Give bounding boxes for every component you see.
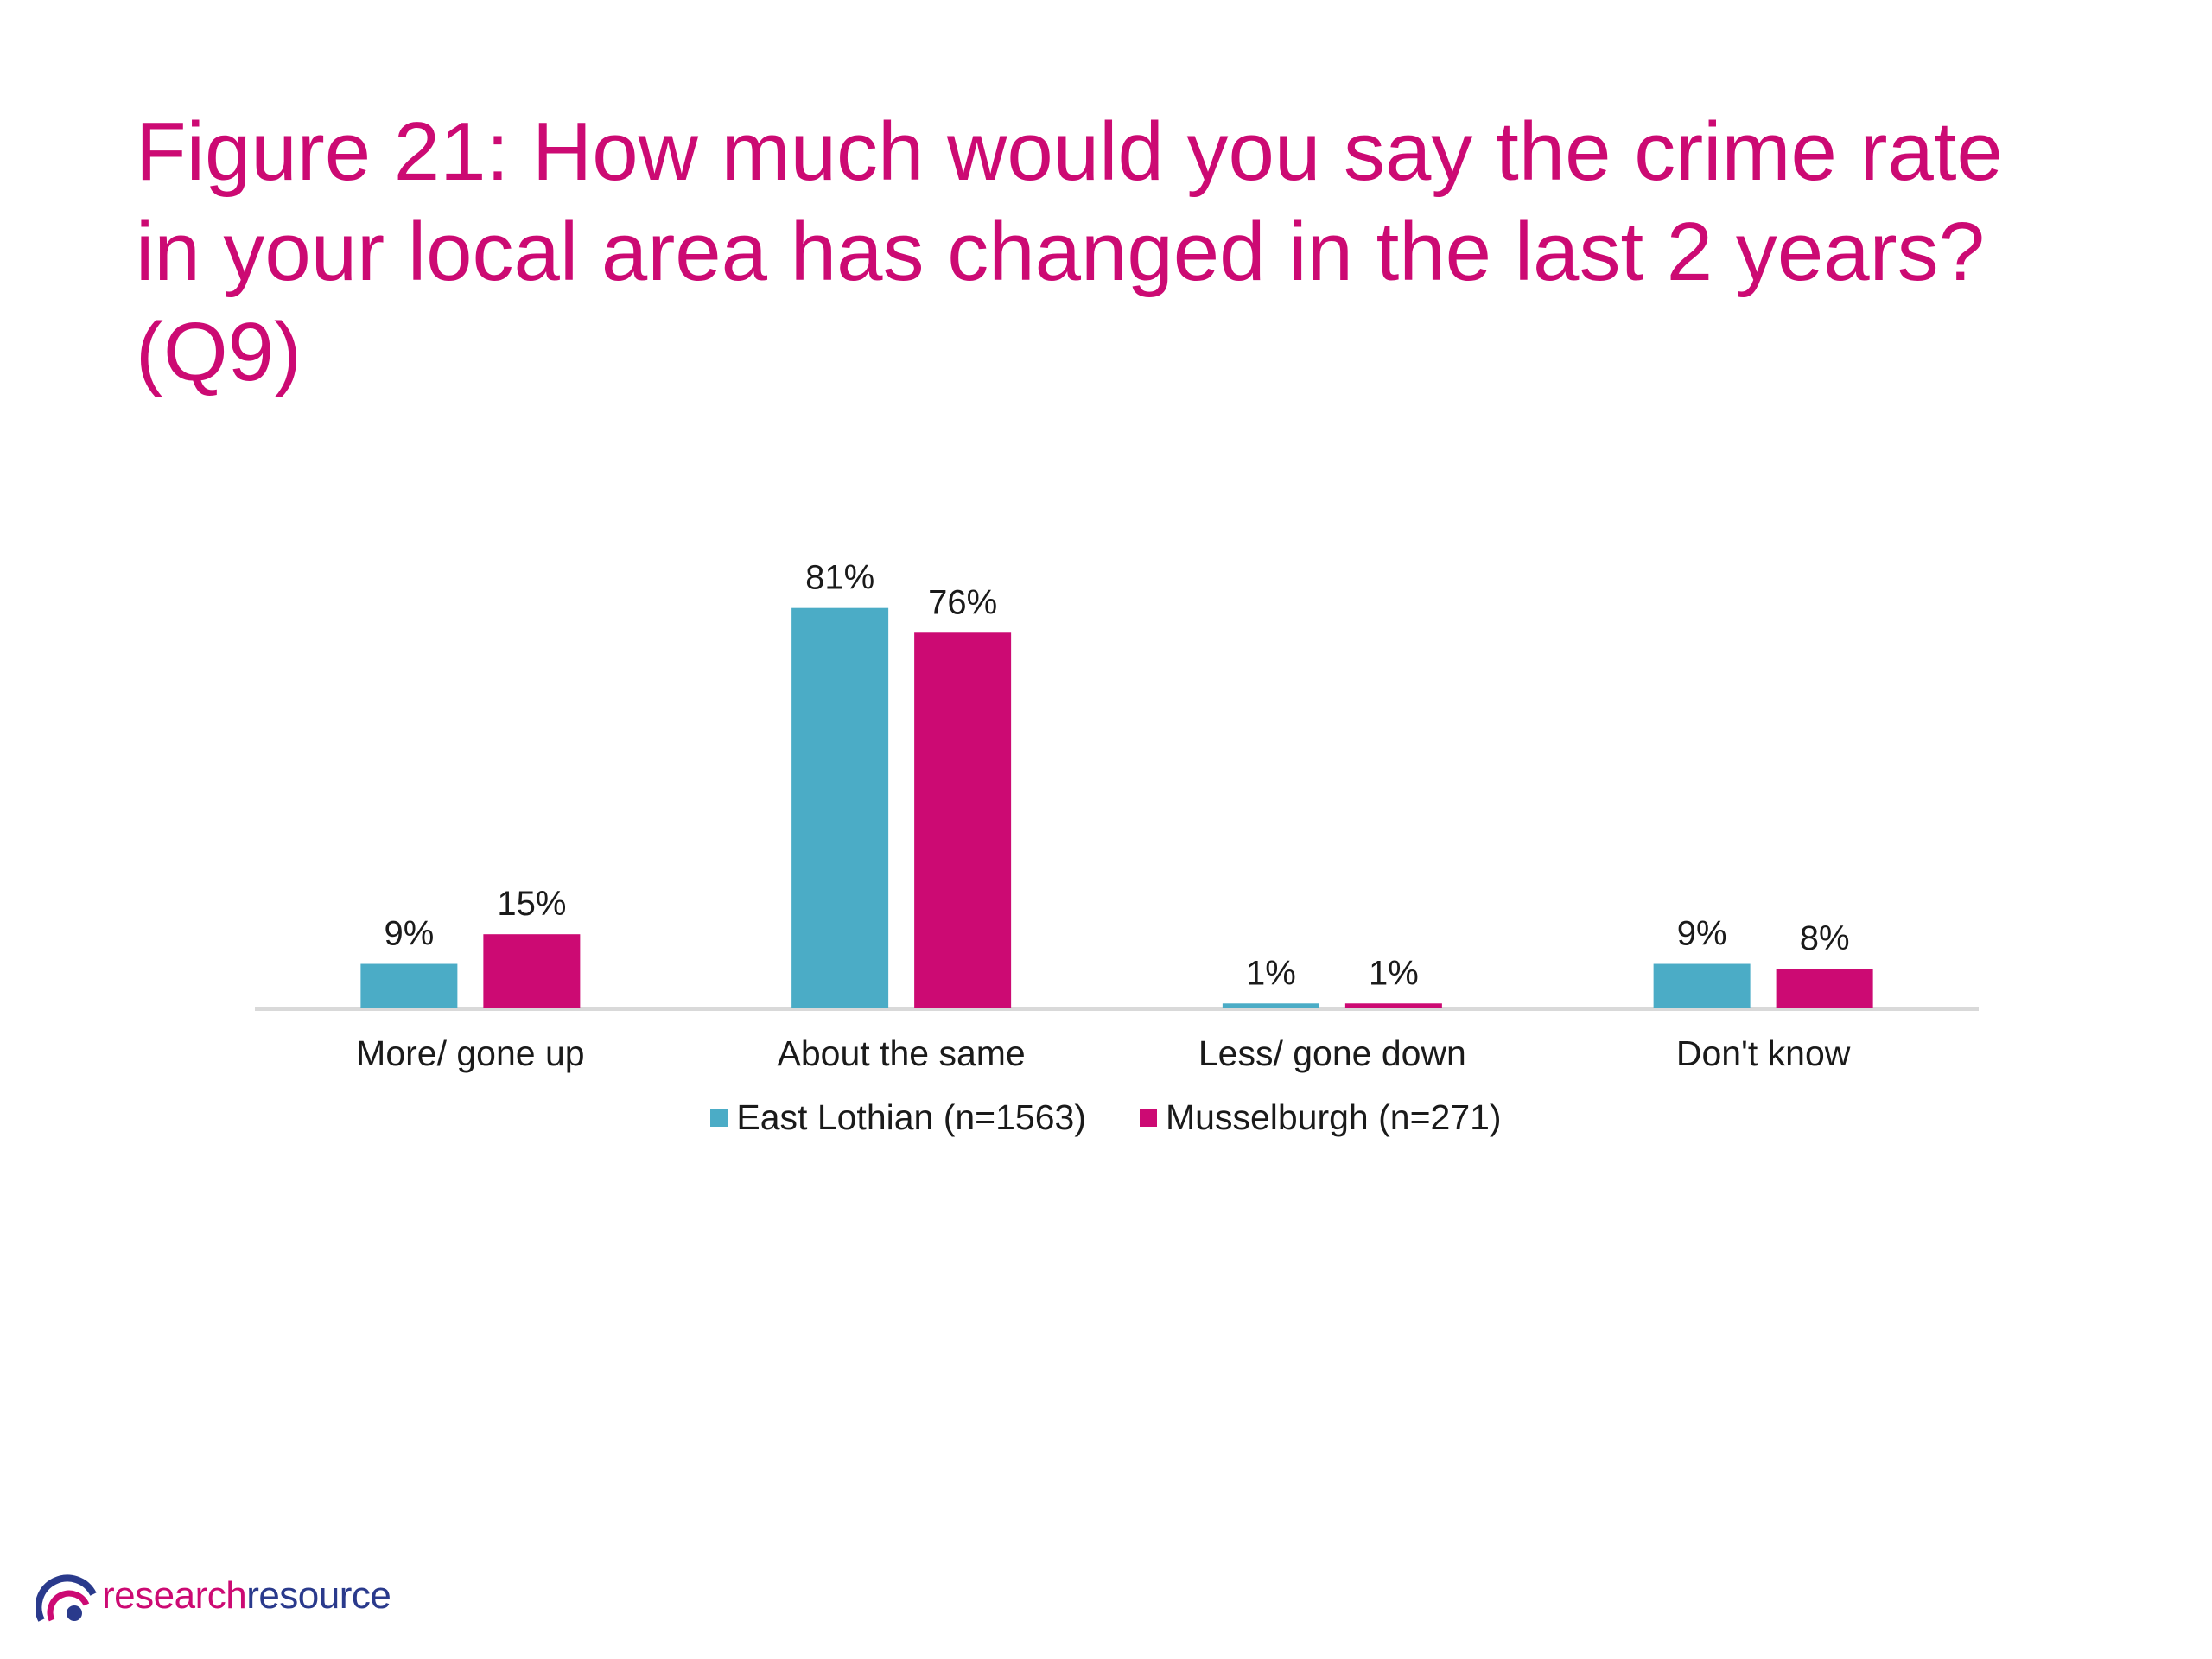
chart-title: Figure 21: How much would you say the cr…: [136, 102, 2140, 403]
bar-east-lothian-don-t-know: [1653, 963, 1751, 1008]
legend-item-musselburgh: Musselburgh (n=271): [1140, 1097, 1502, 1138]
logo-text-resource: resource: [246, 1574, 391, 1617]
logo-arcs-icon: [36, 1574, 97, 1622]
legend-swatch-east-lothian: [710, 1109, 728, 1127]
data-label-east-lothian-more-gone-up: 9%: [384, 915, 434, 953]
data-label-east-lothian-about-the-same: 81%: [805, 559, 874, 597]
chart-legend: East Lothian (n=1563) Musselburgh (n=271…: [0, 1097, 2212, 1138]
bar-east-lothian-more-gone-up: [360, 963, 458, 1008]
bar-musselburgh-about-the-same: [914, 632, 1012, 1008]
bar-east-lothian-less-gone-down: [1222, 1003, 1319, 1008]
x-tick-label-don-t-know: Don't know: [1676, 1033, 1851, 1073]
legend-label-musselburgh: Musselburgh (n=271): [1166, 1097, 1502, 1137]
legend-label-east-lothian: East Lothian (n=1563): [736, 1097, 1086, 1137]
data-label-musselburgh-don-t-know: 8%: [1800, 919, 1850, 957]
data-label-east-lothian-less-gone-down: 1%: [1246, 954, 1296, 992]
bar-musselburgh-less-gone-down: [1344, 1003, 1442, 1008]
x-tick-label-about-the-same: About the same: [778, 1033, 1026, 1073]
data-label-musselburgh-about-the-same: 76%: [928, 583, 997, 621]
x-tick-label-less-gone-down: Less/ gone down: [1198, 1033, 1466, 1073]
bar-musselburgh-don-t-know: [1776, 969, 1873, 1008]
research-resource-logo: researchresource: [36, 1566, 391, 1626]
legend-swatch-musselburgh: [1140, 1109, 1157, 1127]
title-line-1: Figure 21: How much would you say the cr…: [136, 105, 2003, 198]
data-label-musselburgh-less-gone-down: 1%: [1369, 954, 1419, 992]
data-label-east-lothian-don-t-know: 9%: [1677, 915, 1727, 953]
logo-wordmark: researchresource: [102, 1574, 391, 1618]
legend-item-east-lothian: East Lothian (n=1563): [710, 1097, 1086, 1138]
logo-text-research: research: [102, 1574, 247, 1617]
data-label-musselburgh-more-gone-up: 15%: [497, 885, 566, 923]
x-tick-label-more-gone-up: More/ gone up: [356, 1033, 584, 1073]
title-line-2: in your local area has changed in the la…: [136, 206, 1985, 298]
bar-musselburgh-more-gone-up: [483, 934, 581, 1008]
bar-east-lothian-about-the-same: [791, 607, 889, 1008]
title-line-3: (Q9): [136, 306, 302, 398]
